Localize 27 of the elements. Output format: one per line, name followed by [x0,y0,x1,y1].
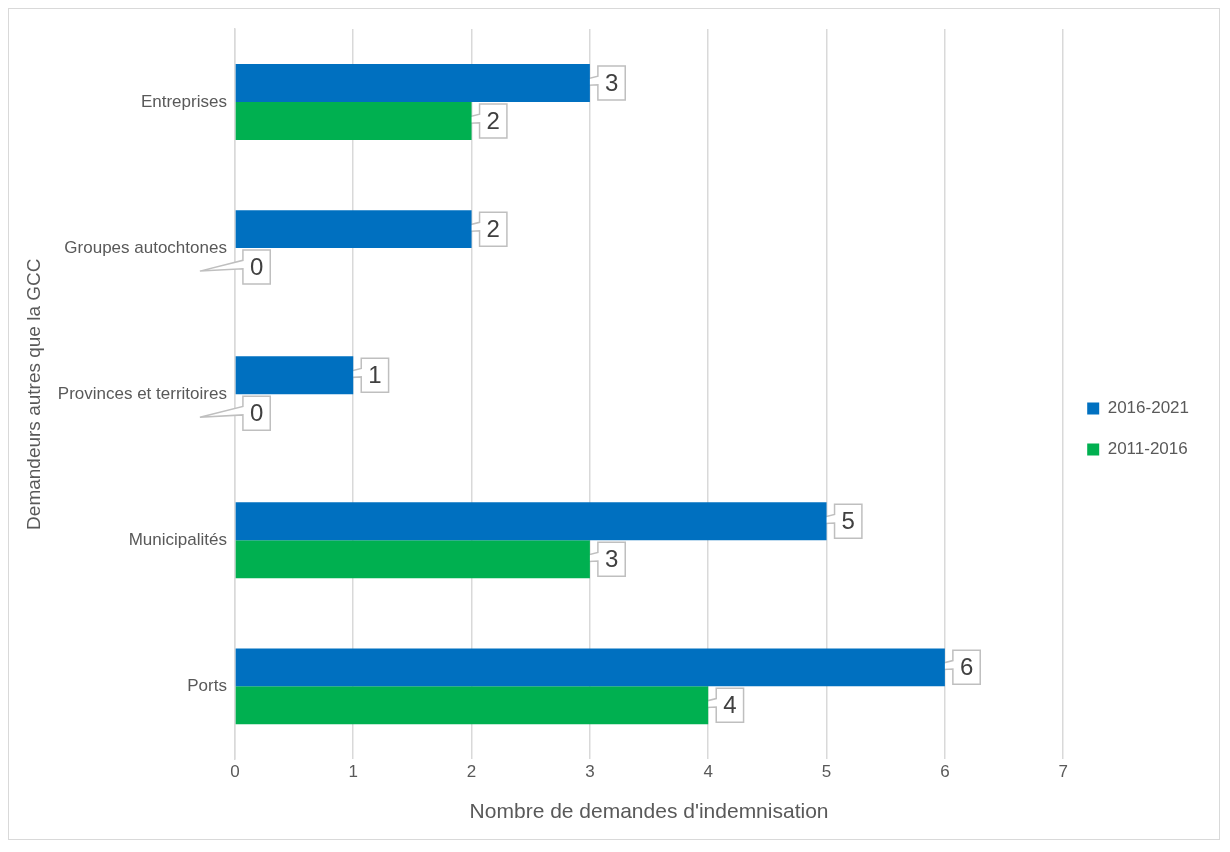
x-tick-label: 2 [466,762,477,782]
x-tick-label: 0 [230,762,240,782]
data-label: 5 [841,506,855,534]
x-tick-label: 7 [1058,762,1068,782]
x-tick-label: 4 [703,762,713,782]
data-label: 0 [249,398,264,426]
data-label: 2 [486,214,500,242]
legend-label: 2011-2016 [1107,439,1188,459]
data-label: 3 [604,68,619,96]
y-axis-title: Demandeurs autres que la GCC [22,258,44,530]
y-tick-label: Entreprises [140,91,227,111]
y-tick-label: Ports [187,676,227,696]
x-tick-label: 3 [585,762,595,782]
data-label: 4 [723,690,737,718]
y-tick-label: Municipalités [128,529,227,549]
legend-label: 2016-2021 [1107,398,1190,418]
data-label: 0 [249,252,264,280]
x-tick-label: 6 [940,762,950,782]
data-label: 1 [368,360,382,388]
data-label: 3 [604,544,619,572]
x-axis-title: Nombre de demandes d'indemnisation [469,799,829,823]
data-label: 2 [486,106,500,134]
x-tick-label: 5 [821,762,832,782]
x-tick-label: 1 [348,762,358,782]
y-tick-label: Provinces et territoires [57,383,227,403]
data-label: 6 [959,652,974,680]
y-tick-label: Groupes autochtones [64,237,227,257]
